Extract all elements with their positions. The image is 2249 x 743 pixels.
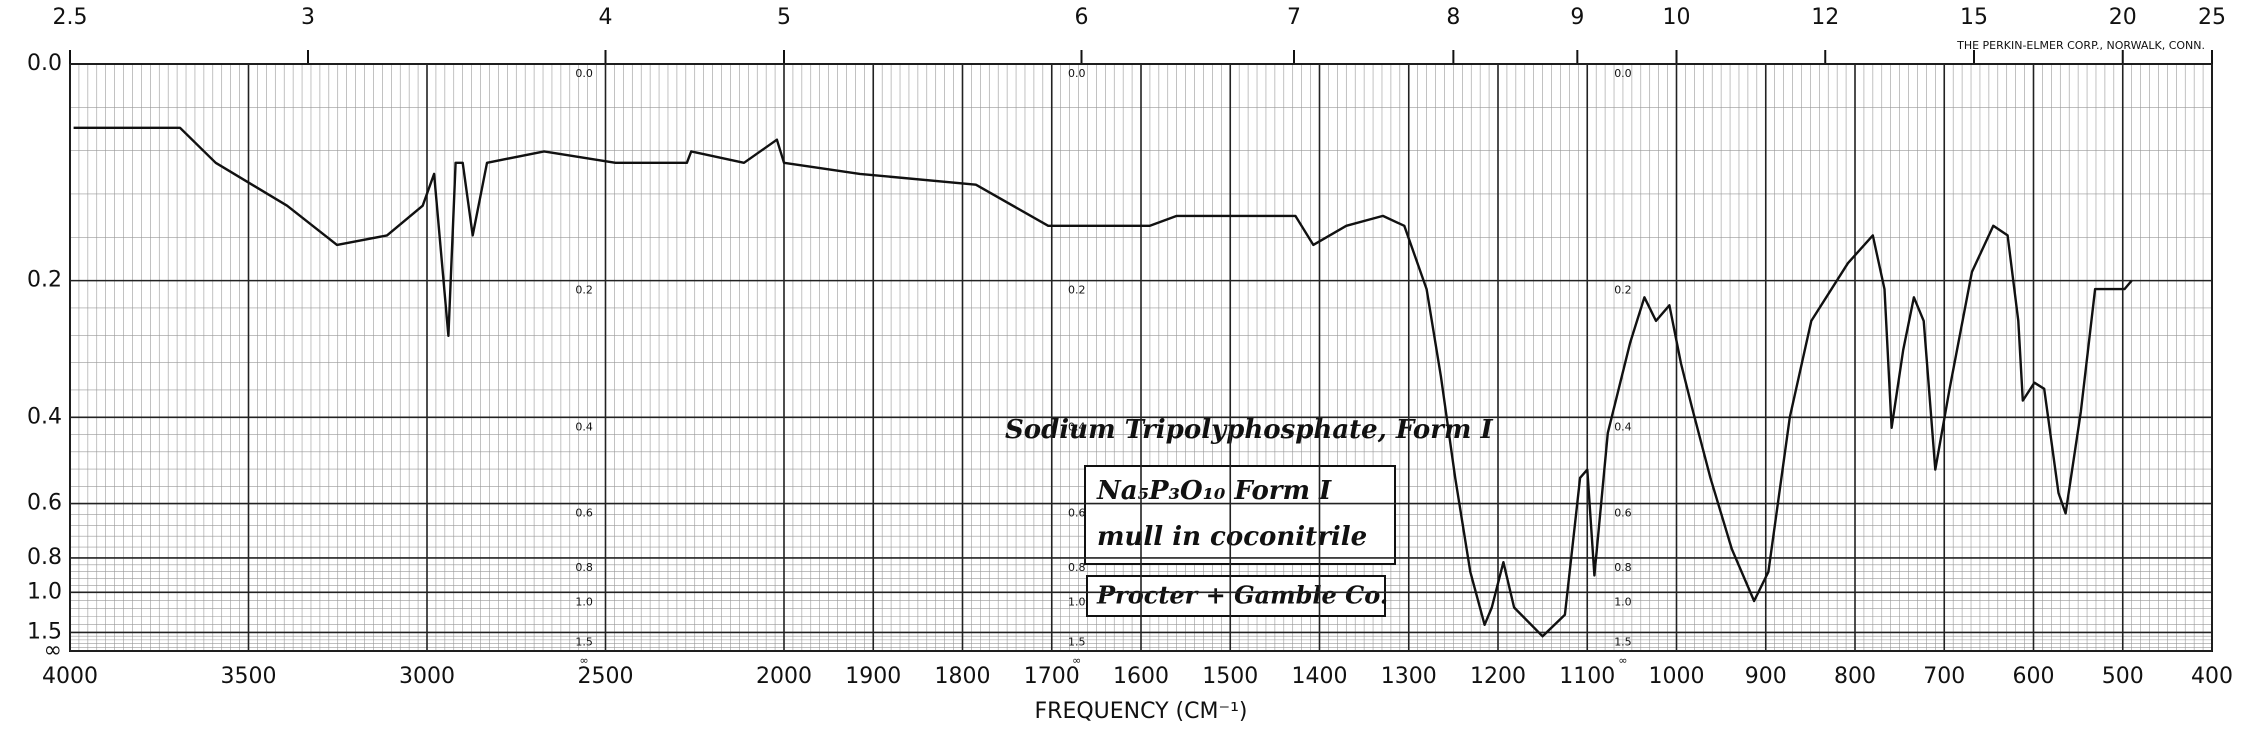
x-tick-label: 600 xyxy=(2013,664,2055,689)
annotation-box xyxy=(1084,465,1396,565)
x-tick-label: 2000 xyxy=(756,664,812,689)
x-tick-label: 1300 xyxy=(1381,664,1437,689)
y-tick-label: 0.4 xyxy=(27,404,62,429)
x2-tick-label: 9 xyxy=(1570,5,1584,30)
x-tick-label: 1500 xyxy=(1202,664,1258,689)
x2-tick-label: 3 xyxy=(301,5,315,30)
inner-scale-label: 0.4 xyxy=(575,420,593,433)
inner-scale-label: 0.8 xyxy=(575,561,593,574)
inner-scale-label: 0.8 xyxy=(1068,561,1086,574)
x2-tick-label: 15 xyxy=(1960,5,1988,30)
x-tick-label: 4000 xyxy=(42,664,98,689)
inner-scale-label: ∞ xyxy=(1072,654,1081,667)
annotation: Sodium Tripolyphosphate, Form I xyxy=(1005,415,1493,445)
inner-scale-label: 0.6 xyxy=(575,507,593,520)
inner-scale-label: ∞ xyxy=(1618,654,1627,667)
x2-tick-label: 7 xyxy=(1287,5,1301,30)
inner-scale-label: 0.4 xyxy=(1614,420,1632,433)
x2-tick-label: 5 xyxy=(777,5,791,30)
x2-tick-label: 6 xyxy=(1075,5,1089,30)
y-tick-label: 0.0 xyxy=(27,51,62,76)
y-tick-label: 0.2 xyxy=(27,268,62,293)
inner-scale-label: 0.2 xyxy=(1068,284,1086,297)
x-tick-label: 1600 xyxy=(1113,664,1169,689)
x-tick-label: 3000 xyxy=(399,664,455,689)
x2-tick-label: 8 xyxy=(1446,5,1460,30)
inner-scale-label: 0.2 xyxy=(575,284,593,297)
x2-tick-label: 20 xyxy=(2109,5,2137,30)
x-tick-label: 1200 xyxy=(1470,664,1526,689)
x-tick-label: 3500 xyxy=(221,664,277,689)
x2-tick-label: 12 xyxy=(1811,5,1839,30)
inner-scale-label: 0.8 xyxy=(1614,561,1632,574)
x-tick-label: 900 xyxy=(1745,664,1787,689)
inner-scale-label: 0.0 xyxy=(1614,67,1632,80)
inner-scale-label: ∞ xyxy=(579,654,588,667)
x-tick-label: 1700 xyxy=(1024,664,1080,689)
inner-scale-label: 0.4 xyxy=(1068,420,1086,433)
x-tick-label: 400 xyxy=(2191,664,2233,689)
inner-scale-label: 0.6 xyxy=(1068,507,1086,520)
spectrum-line xyxy=(73,126,2133,638)
x-tick-label: 500 xyxy=(2102,664,2144,689)
x-axis-label: FREQUENCY (CM⁻¹) xyxy=(1035,699,1248,724)
annotation: mull in coconitrile xyxy=(1097,522,1367,552)
x2-tick-label: 25 xyxy=(2198,5,2226,30)
inner-scale-label: 1.0 xyxy=(1614,595,1632,608)
inner-scale-label: 1.5 xyxy=(1068,635,1086,648)
inner-scale-label: 1.5 xyxy=(1614,635,1632,648)
inner-scale-label: 1.0 xyxy=(575,595,593,608)
inner-scale-label: 0.6 xyxy=(1614,507,1632,520)
inner-scale-label: 0.0 xyxy=(575,67,593,80)
x-tick-label: 800 xyxy=(1834,664,1876,689)
x-tick-label: 1100 xyxy=(1559,664,1615,689)
annotation: Na₅P₃O₁₀ Form I xyxy=(1096,476,1332,506)
y-tick-label: 1.0 xyxy=(27,579,62,604)
y-tick-label: 0.8 xyxy=(27,545,62,570)
x-tick-label: 700 xyxy=(1923,664,1965,689)
inner-scale-label: 1.5 xyxy=(575,635,593,648)
y-tick-label: ∞ xyxy=(44,638,62,663)
x-tick-label: 1900 xyxy=(845,664,901,689)
brand-note: THE PERKIN-ELMER CORP., NORWALK, CONN. xyxy=(1956,39,2205,52)
y-tick-label: 1.5 xyxy=(27,619,62,644)
x-tick-label: 1000 xyxy=(1649,664,1705,689)
inner-scale-label: 1.0 xyxy=(1068,595,1086,608)
x2-tick-label: 2.5 xyxy=(53,5,88,30)
inner-scale-label: 0.0 xyxy=(1068,67,1086,80)
inner-scale-label: 0.2 xyxy=(1614,284,1632,297)
x-tick-label: 1400 xyxy=(1292,664,1348,689)
annotation-box xyxy=(1086,575,1386,617)
y-tick-label: 0.6 xyxy=(27,491,62,516)
x-tick-label: 1800 xyxy=(935,664,991,689)
x2-tick-label: 4 xyxy=(599,5,613,30)
x2-tick-label: 10 xyxy=(1663,5,1691,30)
x-tick-label: 2500 xyxy=(578,664,634,689)
annotation: Procter + Gamble Co. xyxy=(1096,581,1388,610)
